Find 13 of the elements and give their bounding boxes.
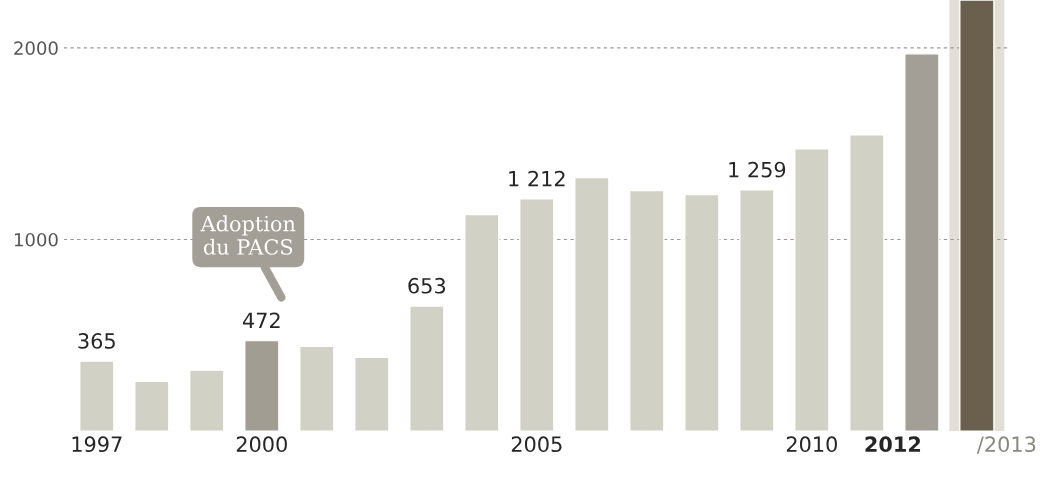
data-label: 365	[78, 333, 115, 349]
x-tick-label: 2000	[236, 436, 287, 453]
x-tick-label: 2012	[865, 436, 921, 453]
y-tick-label: 1000	[14, 232, 58, 247]
x-tick-label: 2005	[511, 436, 562, 453]
x-tick-label: /2013	[976, 436, 1036, 454]
x-tick-label: 1997	[72, 436, 122, 453]
annotation: Adoption du PACS	[200, 215, 296, 255]
x-tick-label: 2010	[786, 436, 837, 453]
data-label: 1 259	[729, 161, 786, 178]
data-label: 653	[408, 277, 446, 294]
data-label: 472	[242, 312, 280, 328]
data-label: 1 212	[509, 170, 565, 187]
